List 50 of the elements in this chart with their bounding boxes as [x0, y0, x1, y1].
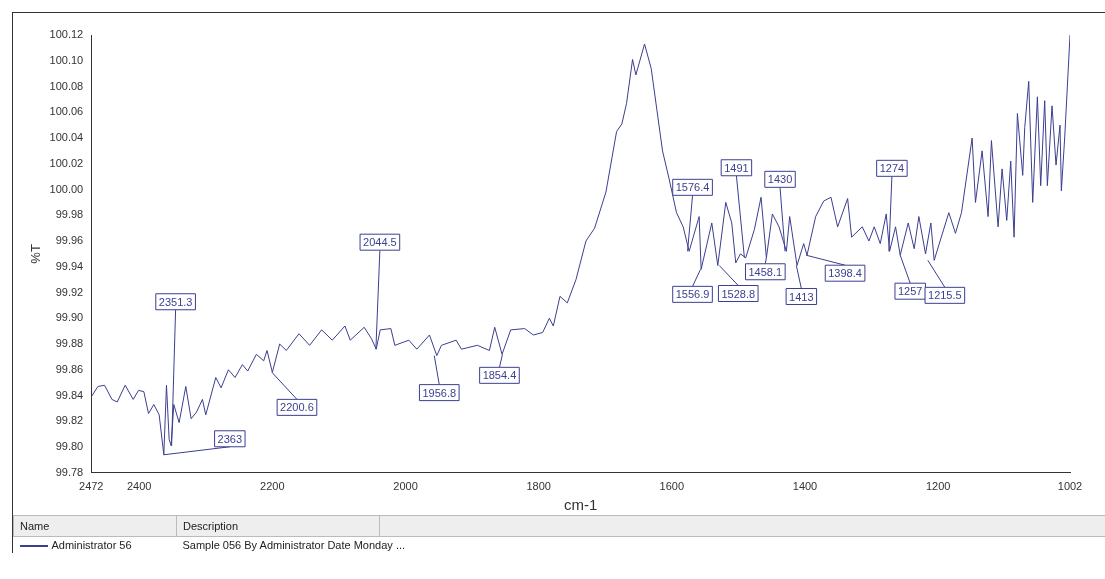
y-tick-label: 100.08 [49, 79, 84, 92]
annotation: 1458.1 [748, 265, 783, 278]
x-tick-label: 1002 [1057, 480, 1083, 493]
x-tick-label: 1200 [925, 480, 951, 493]
y-tick-label: 99.84 [55, 388, 84, 401]
x-tick-label: 2472 [79, 480, 104, 493]
annotation: 1274 [879, 162, 905, 175]
y-tick-label: 100.00 [49, 182, 84, 195]
y-tick-label: 99.92 [55, 285, 84, 298]
x-tick-label: 1600 [659, 480, 685, 493]
legend-label: Administrator 56 [50, 538, 133, 553]
y-tick-label: 99.88 [55, 337, 84, 350]
text: Name [13, 515, 177, 537]
y-tick-label: 100.02 [49, 156, 84, 169]
annotation: 2044.5 [363, 236, 397, 249]
x-tick-label: 2200 [260, 480, 285, 493]
annotation: 2200.6 [280, 401, 314, 414]
y-tick-label: 99.78 [55, 465, 84, 478]
annotation: 1257 [897, 285, 923, 298]
y-tick-label: 99.82 [55, 414, 84, 427]
x-axis-title: cm-1 [563, 496, 598, 514]
x-tick-label: 1800 [526, 480, 551, 493]
y-tick-label: 100.06 [49, 105, 84, 118]
annotation: 1854.4 [482, 369, 517, 382]
y-tick-label: 100.04 [49, 131, 84, 144]
x-tick-label: 2000 [393, 480, 418, 493]
annotation: 1430 [767, 173, 793, 186]
y-tick-label: 100.12 [49, 28, 84, 41]
annotation: 1956.8 [422, 386, 457, 399]
y-tick-label: 99.80 [55, 440, 84, 453]
y-tick-label: 99.86 [55, 362, 84, 375]
y-tick-label: 99.96 [55, 234, 84, 247]
y-tick-label: 99.94 [55, 259, 84, 272]
y-tick-label: 99.90 [55, 311, 84, 324]
annotation: 1556.9 [675, 288, 710, 301]
text: Sample 056 By Administrator Date Monday ... [181, 538, 407, 553]
y-tick-label: 100.10 [49, 53, 84, 66]
annotation: 1576.4 [675, 181, 710, 194]
y-axis-title: %T [28, 244, 44, 264]
y-tick-label: 99.98 [55, 208, 84, 221]
annotation: 1413 [789, 290, 814, 303]
annotation: 1398.4 [828, 267, 862, 280]
annotation: 1528.8 [721, 287, 756, 300]
annotation: 1491 [724, 161, 749, 174]
annotation: 2363 [217, 432, 243, 445]
text: Description [176, 515, 380, 537]
annotation: 1215.5 [928, 289, 962, 302]
annotation: 2351.3 [158, 295, 193, 308]
x-tick-label: 1400 [792, 480, 818, 493]
x-tick-label: 2400 [126, 480, 152, 493]
